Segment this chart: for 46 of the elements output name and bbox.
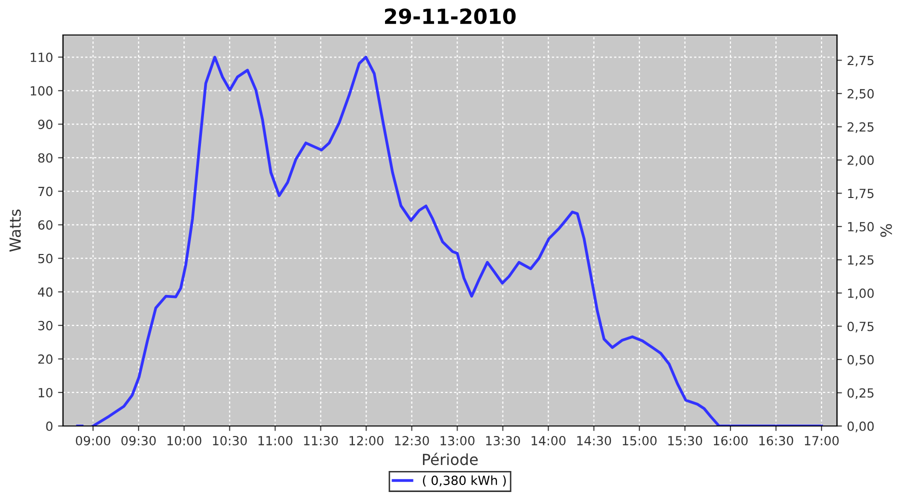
x-tick-label: 09:30 [121, 436, 156, 446]
x-tick-label: 17:00 [804, 436, 839, 446]
y2-tick-label: 0,25 [848, 388, 874, 399]
y-tick-label: 30 [38, 320, 52, 330]
x-tick-label: 13:30 [486, 436, 520, 446]
x-tick-label: 10:00 [167, 436, 202, 446]
x-tick-label: 16:00 [714, 436, 748, 446]
x-tick-label: 16:30 [759, 436, 794, 446]
y-tick-label: 70 [38, 186, 52, 196]
y-tick-label: 60 [38, 220, 52, 230]
x-tick-label: 09:00 [76, 436, 110, 446]
y-tick-label: 0 [46, 421, 52, 431]
x-tick-label: 15:00 [622, 436, 657, 446]
y-tick-label: 40 [38, 287, 52, 297]
y2-tick-label: 0,00 [848, 421, 874, 432]
x-tick-label: 12:00 [350, 436, 384, 446]
y2-tick-label: 2,75 [848, 56, 874, 66]
y-tick-label: 10 [38, 388, 52, 398]
y2-tick-label: 2,50 [848, 88, 874, 100]
chart-title: 29-11-2010 [385, 8, 516, 24]
y-axis-title: Watts [10, 210, 21, 252]
y2-tick-label: 0,50 [848, 354, 874, 366]
y-tick-label: 80 [38, 153, 52, 163]
y-tick-label: 100 [30, 86, 52, 96]
y-tick-label: 110 [30, 52, 52, 62]
y2-tick-label: 1,00 [848, 288, 874, 300]
y2-axis-title: % [880, 224, 892, 237]
y2-tick-label: 1,75 [848, 188, 874, 200]
y-tick-label: 50 [38, 254, 52, 264]
x-tick-label: 10:30 [213, 436, 247, 446]
x-tick-label: 14:30 [577, 436, 612, 446]
x-axis-title: Période [422, 452, 478, 466]
x-tick-label: 14:00 [532, 436, 566, 446]
x-tick-label: 11:00 [258, 436, 292, 446]
y2-tick-label: 1,25 [848, 255, 874, 266]
y-tick-label: 20 [38, 354, 52, 364]
legend-label: ( 0,380 kWh ) [422, 475, 506, 487]
y2-tick-label: 1,50 [848, 222, 874, 233]
y2-tick-label: 2,25 [848, 122, 874, 133]
x-tick-label: 12:30 [395, 436, 429, 446]
y2-tick-label: 2,00 [848, 155, 874, 166]
x-tick-label: 15:30 [668, 436, 702, 446]
x-tick-label: 11:30 [304, 436, 338, 446]
y-tick-label: 90 [38, 120, 52, 130]
y2-tick-label: 0,75 [848, 322, 874, 332]
x-tick-label: 13:00 [440, 436, 474, 446]
